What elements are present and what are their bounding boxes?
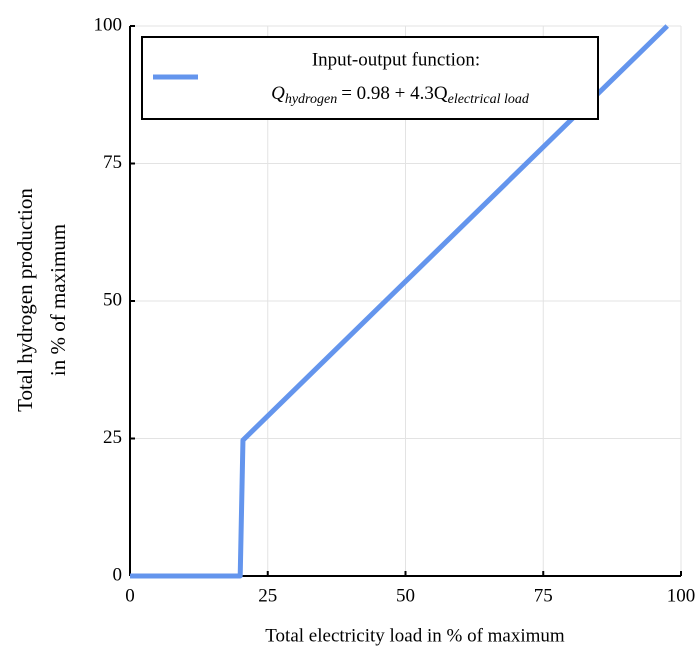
- legend-label: Input-output function:: [312, 49, 480, 70]
- x-axis-label: Total electricity load in % of maximum: [265, 625, 565, 646]
- y-tick-label: 100: [94, 14, 123, 35]
- formula-part: Q: [271, 83, 285, 104]
- x-tick-label: 50: [396, 585, 415, 606]
- y-tick-label: 75: [103, 152, 122, 173]
- y-axis-label: in % of maximum: [46, 224, 70, 376]
- legend-box: [141, 36, 599, 120]
- legend-formula: Qhydrogen = 0.98 + 4.3Qelectrical load: [271, 83, 530, 107]
- legend: Input-output function: Qhydrogen = 0.98 + …: [141, 36, 599, 120]
- x-tick-label: 0: [125, 585, 135, 606]
- x-tick-label: 75: [534, 585, 553, 606]
- x-tick-label: 25: [258, 585, 277, 606]
- y-tick-label: 50: [103, 289, 122, 310]
- formula-part: = 0.98 + 4.3Q: [341, 83, 448, 104]
- y-axis-label: Total hydrogen production: [13, 188, 37, 412]
- x-tick-label: 100: [667, 585, 696, 606]
- formula-sub: hydrogen: [285, 92, 337, 107]
- data-line: [130, 24, 669, 579]
- y-tick-label: 0: [113, 564, 123, 585]
- formula-sub: electrical load: [448, 92, 530, 107]
- y-tick-label: 25: [103, 427, 122, 448]
